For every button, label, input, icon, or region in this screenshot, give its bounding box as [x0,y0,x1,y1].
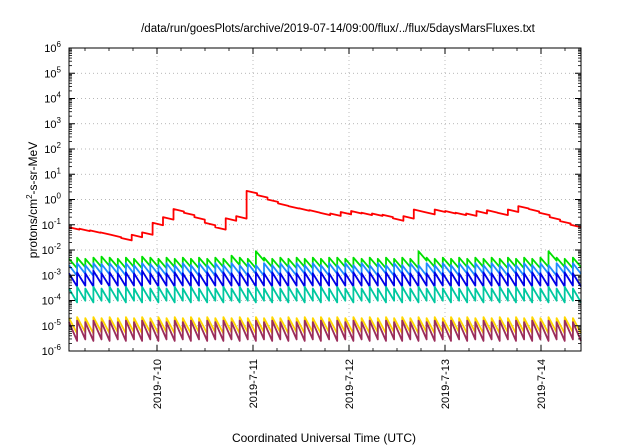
series-line [68,269,582,288]
chart-title: /data/run/goesPlots/archive/2019-07-14/0… [141,23,536,35]
y-tick-label: 10-6 [42,343,62,358]
x-tick-label: 2019-7-13 [440,359,452,409]
y-tick-label: 10-5 [42,318,62,333]
y-tick-label: 101 [44,166,61,181]
y-tick-label: 102 [44,141,61,156]
series-line [68,319,582,342]
series-line [68,285,582,304]
series-line [68,316,582,335]
y-tick-label: 10-4 [42,293,62,308]
x-axis-label: Coordinated Universal Time (UTC) [232,431,416,445]
y-axis-ticks: 10-6 10-5 10-4 10-3 10-2 10-1 100 101 102 103 104 1… [42,40,581,358]
grid-lines [69,48,581,351]
y-axis-label: protons/cm2-s-sr-MeV [25,142,40,258]
y-tick-label: 10-3 [42,267,62,282]
x-tick-label: 2019-7-11 [248,359,260,408]
series-line [68,190,582,242]
x-tick-label: 2019-7-10 [152,359,164,409]
series-line [68,262,582,277]
x-tick-label: 2019-7-14 [536,359,548,409]
series-line [68,250,582,270]
x-tick-label: 2019-7-12 [344,359,356,409]
y-tick-label: 105 [44,65,61,80]
y-tick-label: 10-1 [42,217,62,232]
y-tick-label: 106 [44,40,61,55]
x-axis-ticks: 2019-7-10 2019-7-11 2019-7-12 2019-7-13 2019… [84,48,566,409]
series-group [68,190,582,342]
y-tick-label: 100 [44,192,61,207]
y-tick-label: 10-2 [42,242,62,257]
y-tick-label: 103 [44,116,61,131]
y-tick-label: 104 [44,91,61,106]
